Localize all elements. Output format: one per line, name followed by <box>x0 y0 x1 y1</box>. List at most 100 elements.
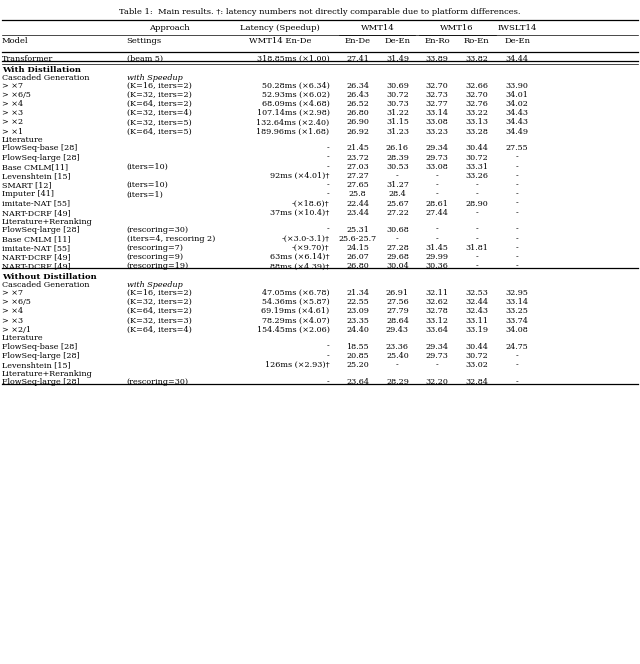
Text: 20.85: 20.85 <box>346 352 369 360</box>
Text: 27.44: 27.44 <box>426 209 449 217</box>
Text: En-De: En-De <box>345 37 371 45</box>
Text: 27.27: 27.27 <box>346 172 369 180</box>
Text: 32.77: 32.77 <box>426 100 449 108</box>
Text: -: - <box>436 172 438 180</box>
Text: (iters=10): (iters=10) <box>127 163 168 171</box>
Text: 28.90: 28.90 <box>465 200 488 208</box>
Text: > ×7: > ×7 <box>2 289 23 297</box>
Text: -: - <box>327 343 330 351</box>
Text: -: - <box>516 181 518 189</box>
Text: 24.75: 24.75 <box>506 343 529 351</box>
Text: 54.36ms (×5.87): 54.36ms (×5.87) <box>262 298 330 306</box>
Text: -: - <box>476 262 478 270</box>
Text: -: - <box>327 191 330 199</box>
Text: 27.79: 27.79 <box>386 307 409 315</box>
Text: Ro-En: Ro-En <box>464 37 490 45</box>
Text: 132.64ms (×2.40): 132.64ms (×2.40) <box>257 118 330 126</box>
Text: 21.34: 21.34 <box>346 289 369 297</box>
Text: 23.09: 23.09 <box>346 307 369 315</box>
Text: Literature+Reranking: Literature+Reranking <box>2 218 93 226</box>
Text: 29.73: 29.73 <box>426 352 449 360</box>
Text: 34.02: 34.02 <box>506 100 529 108</box>
Text: -: - <box>396 361 399 369</box>
Text: Table 1:  Main results. †: latency numbers not directly comparable due to platfo: Table 1: Main results. †: latency number… <box>119 8 521 16</box>
Text: 28.4: 28.4 <box>388 191 406 199</box>
Text: -: - <box>436 191 438 199</box>
Text: -: - <box>516 163 518 171</box>
Text: 33.19: 33.19 <box>465 326 488 334</box>
Text: 33.64: 33.64 <box>426 326 449 334</box>
Text: 26.90: 26.90 <box>346 118 369 126</box>
Text: -: - <box>476 253 478 261</box>
Text: Imputer [41]: Imputer [41] <box>2 191 54 199</box>
Text: 30.73: 30.73 <box>386 100 409 108</box>
Text: 26.52: 26.52 <box>346 100 369 108</box>
Text: -: - <box>516 200 518 208</box>
Text: 34.44: 34.44 <box>506 55 529 63</box>
Text: 33.12: 33.12 <box>426 317 449 325</box>
Text: 32.78: 32.78 <box>426 307 449 315</box>
Text: -: - <box>476 226 478 234</box>
Text: 33.26: 33.26 <box>465 172 488 180</box>
Text: > ×4: > ×4 <box>2 307 23 315</box>
Text: 27.41: 27.41 <box>346 55 369 63</box>
Text: 27.56: 27.56 <box>386 298 409 306</box>
Text: 33.02: 33.02 <box>465 361 488 369</box>
Text: 78.29ms (×4.07): 78.29ms (×4.07) <box>262 317 330 325</box>
Text: Literature: Literature <box>2 335 44 343</box>
Text: -: - <box>516 378 518 386</box>
Text: -(×9.70)†: -(×9.70)† <box>292 244 330 252</box>
Text: 30.44: 30.44 <box>465 145 488 153</box>
Text: -: - <box>436 226 438 234</box>
Text: -: - <box>436 181 438 189</box>
Text: -: - <box>516 352 518 360</box>
Text: Latency (Speedup): Latency (Speedup) <box>240 24 320 32</box>
Text: (rescoring=30): (rescoring=30) <box>127 378 189 386</box>
Text: imitate-NAT [55]: imitate-NAT [55] <box>2 244 70 252</box>
Text: > ×2/1: > ×2/1 <box>2 326 31 334</box>
Text: -: - <box>516 191 518 199</box>
Text: -: - <box>516 253 518 261</box>
Text: 23.36: 23.36 <box>386 343 409 351</box>
Text: 26.07: 26.07 <box>346 253 369 261</box>
Text: (K=64, iters=5): (K=64, iters=5) <box>127 127 191 135</box>
Text: 26.92: 26.92 <box>346 127 369 135</box>
Text: 29.34: 29.34 <box>426 343 449 351</box>
Text: NART-DCRF [49]: NART-DCRF [49] <box>2 209 70 217</box>
Text: 23.44: 23.44 <box>346 209 369 217</box>
Text: Settings: Settings <box>127 37 162 45</box>
Text: 29.34: 29.34 <box>426 145 449 153</box>
Text: Base CMLM [11]: Base CMLM [11] <box>2 235 70 243</box>
Text: 126ms (×2.93)†: 126ms (×2.93)† <box>265 361 330 369</box>
Text: 27.22: 27.22 <box>386 209 409 217</box>
Text: 27.65: 27.65 <box>346 181 369 189</box>
Text: 30.72: 30.72 <box>465 153 488 161</box>
Text: 29.99: 29.99 <box>426 253 449 261</box>
Text: 34.08: 34.08 <box>506 326 529 334</box>
Text: 28.64: 28.64 <box>386 317 409 325</box>
Text: Literature+Reranking: Literature+Reranking <box>2 370 93 378</box>
Text: 32.95: 32.95 <box>506 289 529 297</box>
Text: 47.05ms (×6.78): 47.05ms (×6.78) <box>262 289 330 297</box>
Text: 29.73: 29.73 <box>426 153 449 161</box>
Text: 32.44: 32.44 <box>465 298 488 306</box>
Text: 107.14ms (×2.98): 107.14ms (×2.98) <box>257 110 330 118</box>
Text: -: - <box>396 235 399 243</box>
Text: -: - <box>516 262 518 270</box>
Text: Cascaded Generation: Cascaded Generation <box>2 74 90 82</box>
Text: 63ms (×6.14)†: 63ms (×6.14)† <box>270 253 330 261</box>
Text: 30.72: 30.72 <box>465 352 488 360</box>
Text: Levenshtein [15]: Levenshtein [15] <box>2 361 70 369</box>
Text: De-En: De-En <box>385 37 410 45</box>
Text: 33.90: 33.90 <box>506 82 529 90</box>
Text: -: - <box>516 244 518 252</box>
Text: 32.84: 32.84 <box>465 378 488 386</box>
Text: 24.40: 24.40 <box>346 326 369 334</box>
Text: Without Distillation: Without Distillation <box>2 273 97 281</box>
Text: Cascaded Generation: Cascaded Generation <box>2 281 90 289</box>
Text: 33.14: 33.14 <box>506 298 529 306</box>
Text: -: - <box>327 352 330 360</box>
Text: 21.45: 21.45 <box>346 145 369 153</box>
Text: 24.15: 24.15 <box>346 244 369 252</box>
Text: (K=64, iters=2): (K=64, iters=2) <box>127 307 191 315</box>
